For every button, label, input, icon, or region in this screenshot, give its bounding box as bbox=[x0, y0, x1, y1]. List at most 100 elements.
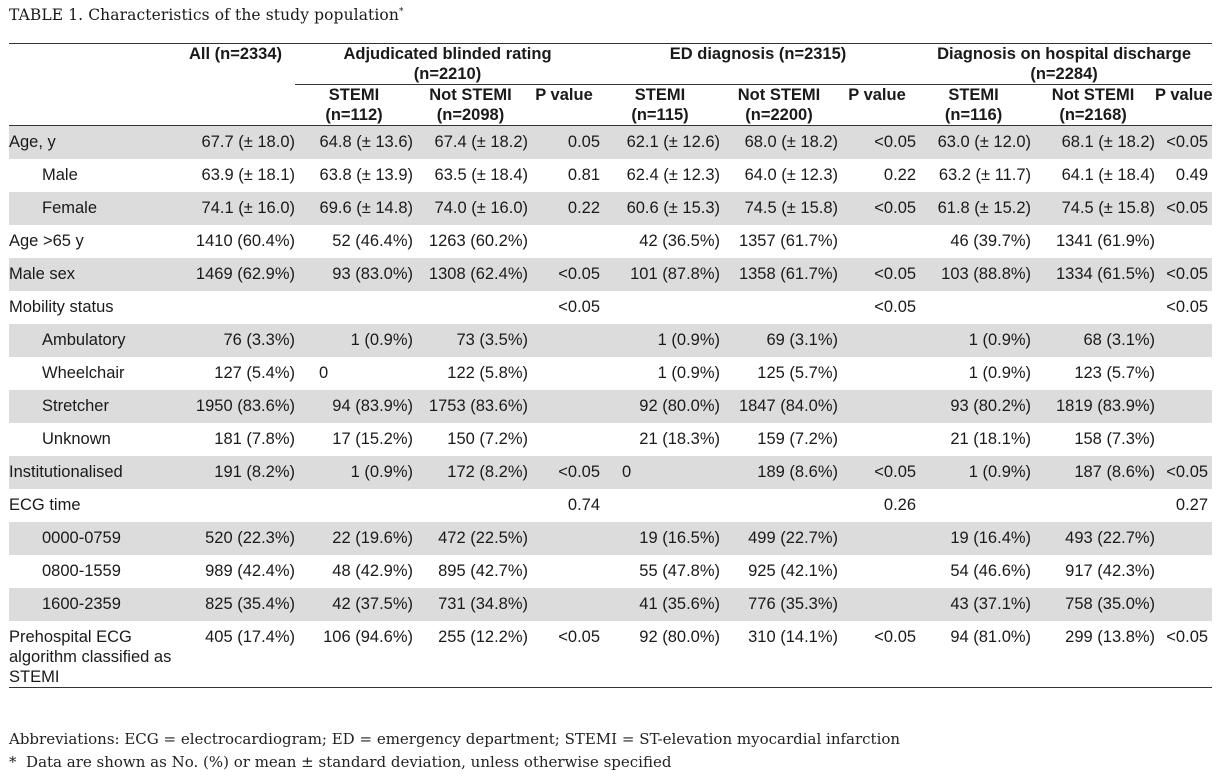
cell-p-value: <0.05 bbox=[558, 462, 601, 481]
cell-value: 925 (42.1%) bbox=[748, 561, 839, 580]
table-row: Prehospital ECG algorithm classified as … bbox=[9, 621, 1212, 688]
cell-value: 1341 (61.9%) bbox=[1055, 231, 1156, 250]
header-group-discharge: Diagnosis on hospital discharge (n=2284) bbox=[916, 43, 1213, 85]
cell-value: 69.6 (± 14.8) bbox=[319, 198, 413, 217]
header-stemi-n: (n=115) bbox=[631, 106, 689, 124]
cell-value: 106 (94.6%) bbox=[323, 627, 413, 646]
cell-value: 172 (8.2%) bbox=[447, 462, 528, 481]
row-label: Prehospital ECG algorithm classified as … bbox=[9, 627, 172, 686]
data-note-text: Data are shown as No. (%) or mean ± stan… bbox=[26, 753, 672, 771]
cell-value: 64.1 (± 18.4) bbox=[1061, 165, 1156, 184]
row-label: Institutionalised bbox=[9, 462, 123, 481]
header-not-stemi-n: (n=2168) bbox=[1059, 106, 1127, 124]
cell-value bbox=[295, 489, 413, 522]
cell-value: 48 (42.9%) bbox=[332, 561, 413, 580]
cell-p-value: <0.05 bbox=[558, 264, 601, 283]
cell-value: 54 (46.6%) bbox=[950, 561, 1032, 580]
cell-value bbox=[720, 489, 838, 522]
cell-all: 127 (5.4%) bbox=[214, 363, 295, 382]
cell-value: 123 (5.7%) bbox=[1074, 363, 1156, 382]
cell-value: 0 bbox=[622, 462, 632, 481]
header-stemi: STEMI (n=116) bbox=[916, 85, 1031, 126]
cell-p-value: <0.05 bbox=[1166, 198, 1209, 217]
cell-value bbox=[916, 291, 1031, 324]
header-stemi-n: (n=112) bbox=[325, 106, 383, 124]
cell-p-value bbox=[1155, 423, 1212, 456]
cell-p-value: <0.05 bbox=[874, 297, 917, 316]
row-label: Unknown bbox=[42, 429, 111, 448]
header-stemi-n: (n=116) bbox=[944, 106, 1003, 124]
cell-value: 1357 (61.7%) bbox=[738, 231, 839, 250]
cell-value: 42 (37.5%) bbox=[332, 594, 413, 613]
cell-p-value bbox=[838, 588, 916, 621]
cell-value: 895 (42.7%) bbox=[438, 561, 528, 580]
table-row: Wheelchair 127 (5.4%) 0 122 (5.8%) 1 (0.… bbox=[9, 357, 1212, 390]
cell-value: 1358 (61.7%) bbox=[738, 264, 839, 283]
cell-value: 52 (46.4%) bbox=[332, 231, 413, 250]
header-p-value: P value bbox=[848, 86, 906, 104]
cell-value: 60.6 (± 15.3) bbox=[626, 198, 721, 217]
cell-value: 1263 (60.2%) bbox=[428, 231, 528, 250]
header-stemi-label: STEMI bbox=[948, 86, 999, 104]
cell-value bbox=[600, 489, 720, 522]
cell-p-value: <0.05 bbox=[874, 198, 917, 217]
cell-value: 22 (19.6%) bbox=[332, 528, 413, 547]
header-stemi: STEMI (n=115) bbox=[600, 85, 720, 126]
cell-all: 181 (7.8%) bbox=[214, 429, 295, 448]
cell-p-value bbox=[838, 522, 916, 555]
cell-value: 1 (0.9%) bbox=[657, 363, 721, 382]
cell-p-value: <0.05 bbox=[874, 132, 917, 151]
cell-value: 1 (0.9%) bbox=[350, 462, 413, 481]
header-group-n: (n=2284) bbox=[1030, 65, 1098, 83]
table-footnotes: Abbreviations: ECG = electrocardiogram; … bbox=[9, 728, 900, 774]
cell-value: 1308 (62.4%) bbox=[428, 264, 528, 283]
row-label: ECG time bbox=[9, 495, 81, 514]
cell-value: 1 (0.9%) bbox=[968, 363, 1032, 382]
row-label: 0800-1559 bbox=[42, 561, 121, 580]
cell-all bbox=[176, 489, 295, 522]
cell-all: 1469 (62.9%) bbox=[195, 264, 295, 283]
header-not-stemi: Not STEMI (n=2098) bbox=[413, 85, 528, 126]
cell-value: 21 (18.1%) bbox=[950, 429, 1032, 448]
cell-value bbox=[413, 489, 528, 522]
cell-p-value bbox=[1155, 357, 1212, 390]
cell-p-value bbox=[838, 390, 916, 423]
table-title: TABLE 1. Characteristics of the study po… bbox=[9, 6, 404, 24]
cell-value: 1 (0.9%) bbox=[968, 330, 1032, 349]
header-empty-cell bbox=[176, 85, 295, 126]
cell-p-value bbox=[528, 390, 600, 423]
cell-value: 158 (7.3%) bbox=[1074, 429, 1156, 448]
cell-value bbox=[1031, 291, 1155, 324]
cell-p-value bbox=[528, 357, 600, 390]
cell-all: 1950 (83.6%) bbox=[195, 396, 295, 415]
cell-value: 62.4 (± 12.3) bbox=[626, 165, 721, 184]
row-label: Male sex bbox=[9, 264, 76, 283]
cell-p-value: <0.05 bbox=[874, 462, 917, 481]
table-row: Unknown 181 (7.8%) 17 (15.2%) 150 (7.2%)… bbox=[9, 423, 1212, 456]
header-stemi-label: STEMI bbox=[328, 86, 380, 104]
cell-value: 758 (35.0%) bbox=[1065, 594, 1156, 613]
cell-value: 55 (47.8%) bbox=[639, 561, 721, 580]
cell-value: 101 (87.8%) bbox=[630, 264, 721, 283]
header-not-stemi: Not STEMI (n=2168) bbox=[1031, 85, 1155, 126]
row-label: Age, y bbox=[9, 132, 56, 151]
footnote-marker: * bbox=[9, 753, 17, 771]
row-label: Female bbox=[42, 198, 98, 217]
cell-value: 189 (8.6%) bbox=[757, 462, 839, 481]
cell-p-value bbox=[838, 423, 916, 456]
cell-p-value bbox=[838, 555, 916, 588]
header-group-adjudicated: Adjudicated blinded rating (n=2210) bbox=[295, 43, 601, 85]
table-row: Ambulatory 76 (3.3%) 1 (0.9%) 73 (3.5%) … bbox=[9, 323, 1213, 357]
cell-all: 520 (22.3%) bbox=[205, 528, 295, 547]
cell-p-value bbox=[1155, 390, 1212, 423]
cell-value: 61.8 (± 15.2) bbox=[937, 198, 1032, 217]
table-row: Male 63.9 (± 18.1) 63.8 (± 13.9) 63.5 (±… bbox=[9, 159, 1212, 192]
cell-all: 76 (3.3%) bbox=[223, 330, 295, 349]
header-not-stemi-label: Not STEMI bbox=[1051, 86, 1135, 104]
row-label: Wheelchair bbox=[42, 363, 125, 382]
cell-p-value: 0.22 bbox=[883, 165, 917, 184]
cell-value: 46 (39.7%) bbox=[950, 231, 1032, 250]
cell-p-value bbox=[528, 522, 600, 555]
cell-value bbox=[413, 291, 528, 324]
row-label: Male bbox=[42, 165, 78, 184]
